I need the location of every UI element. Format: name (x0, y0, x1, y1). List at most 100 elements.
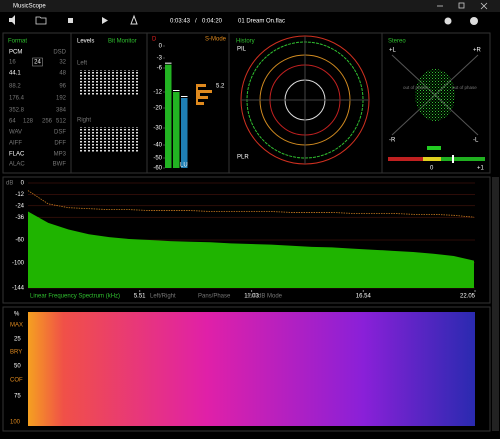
meter-tick-label: -30 (153, 126, 162, 132)
panel-title: Format (8, 39, 27, 45)
format-option: DSD (53, 50, 66, 56)
y-tick-label: -24 (15, 203, 24, 209)
phase-label: out of phase (403, 85, 428, 90)
panel-title: Stereo (388, 39, 406, 45)
format-option: 64 (9, 119, 16, 125)
format-option: 88.2 (9, 84, 21, 90)
scrollbar[interactable] (492, 177, 499, 431)
meter-bar (165, 64, 172, 168)
format-option: 352.8 (9, 108, 25, 114)
peak-marker (165, 62, 172, 64)
meter-mode: S-Mode (205, 37, 227, 43)
spectrogram-label: 75 (14, 394, 21, 400)
channel-label: Right (77, 118, 91, 124)
spectrum-area (28, 211, 474, 288)
spectrogram-label: 100 (10, 420, 21, 426)
format-option: PCM (9, 50, 22, 56)
spectrogram-label: COF (10, 378, 23, 384)
spectrum-chart: dB 0 -12 -24 -36 -60 -100 -144 5.51 11.03 16.54 22.… (6, 181, 476, 300)
format-table: PCM DSD 16 24 32 44.1 48 88.2 96 176.4 192 352.8 384… (9, 50, 67, 168)
time-separator: / (195, 19, 197, 25)
y-tick-label: 0 (21, 181, 25, 187)
meter-bar (173, 92, 180, 168)
scale-label: +1 (477, 166, 485, 172)
format-option: 32 (59, 60, 66, 66)
history-label: PIL (237, 47, 247, 53)
format-option: 24 (34, 60, 41, 66)
mode-label: -200dB Mode (246, 294, 283, 300)
x-axis-label: Linear Frequency Spectrum (kHz) (30, 294, 120, 300)
format-option: AIFF (9, 141, 22, 147)
stereo-label: -L (473, 138, 479, 144)
format-option: 512 (56, 119, 67, 125)
format-option: 256 (42, 119, 53, 125)
format-option: DSF (54, 130, 66, 136)
stereo-cloud (415, 69, 455, 121)
format-option: 48 (59, 71, 66, 77)
peak-line (27, 190, 475, 218)
window-controls[interactable] (437, 2, 488, 10)
y-tick-label: -60 (15, 238, 24, 244)
x-tick-label: 11.03 (244, 294, 259, 300)
mode-label: Pans/Phase (198, 294, 231, 300)
format-option: 96 (59, 84, 66, 90)
meter-tick-label: -12 (153, 90, 162, 96)
correlation-bars (427, 146, 441, 150)
meter-tick-label: -50 (153, 156, 162, 162)
stereo-label: -R (389, 138, 396, 144)
track-name: 01 Dream On.flac (238, 19, 285, 25)
x-tick-label: 5.51 (134, 294, 146, 300)
format-option: 176.4 (9, 96, 25, 102)
mode-label: Bit Monitor (108, 39, 137, 45)
spectrogram-label: BRY (10, 350, 22, 356)
format-option: ALAC (9, 162, 25, 168)
panel-borders (2, 32, 491, 432)
track-duration: 0:04:20 (202, 19, 223, 25)
stereo-label: +R (473, 48, 482, 54)
meter-tick-label: -3 (157, 56, 163, 62)
spectrogram-label: MAX (10, 323, 23, 329)
format-option: DFF (54, 141, 66, 147)
meter-tick-label: -40 (153, 143, 162, 149)
phase-label: out of phase (452, 85, 477, 90)
meter-tick-label: -6 (157, 66, 163, 72)
loudness-value: 5.2 (216, 84, 225, 90)
loudness-histogram (196, 84, 212, 105)
x-tick-label: 22.05 (460, 294, 476, 300)
format-option: 44.1 (9, 71, 21, 77)
y-tick-label: -36 (15, 215, 24, 221)
x-tick-label: 16.54 (356, 294, 372, 300)
peak-marker (173, 90, 180, 91)
meter-tick-label: 0 (159, 44, 163, 50)
scale-label: 0 (430, 166, 434, 172)
spectrogram-labels: % MAX 25 BRY 50 COF 75 100 (10, 312, 23, 426)
format-option: MP3 (54, 152, 67, 158)
format-option: 128 (23, 119, 34, 125)
meter-label: D (152, 37, 157, 43)
selected-box (32, 57, 43, 67)
level-meter: 0 -3 -6 -12 -20 -30 -40 -50 -60 (153, 44, 188, 172)
spectrogram-label: 50 (14, 364, 21, 370)
track-position: 0:03:43 (170, 19, 191, 25)
correlation-meter (388, 155, 485, 163)
bit-grid (78, 70, 140, 96)
axis-unit: dB (6, 181, 13, 187)
mode-label: Left/Right (150, 294, 176, 300)
toolbar-icons[interactable] (9, 14, 478, 25)
spectrogram (28, 312, 475, 426)
meter-tick-label: -20 (153, 106, 162, 112)
meter-bar (181, 98, 188, 168)
y-tick-label: -100 (12, 260, 25, 266)
title-bar (0, 0, 500, 12)
format-option: BWF (53, 162, 67, 168)
loudness-unit: LU (180, 163, 188, 169)
format-option: 192 (56, 96, 67, 102)
spectrogram-label: 25 (14, 337, 21, 343)
format-option: 384 (56, 108, 67, 114)
y-tick-label: -12 (15, 192, 24, 198)
window-title: MusicScope (13, 4, 46, 10)
format-option: 16 (9, 60, 16, 66)
spectrogram-label: % (14, 312, 20, 318)
